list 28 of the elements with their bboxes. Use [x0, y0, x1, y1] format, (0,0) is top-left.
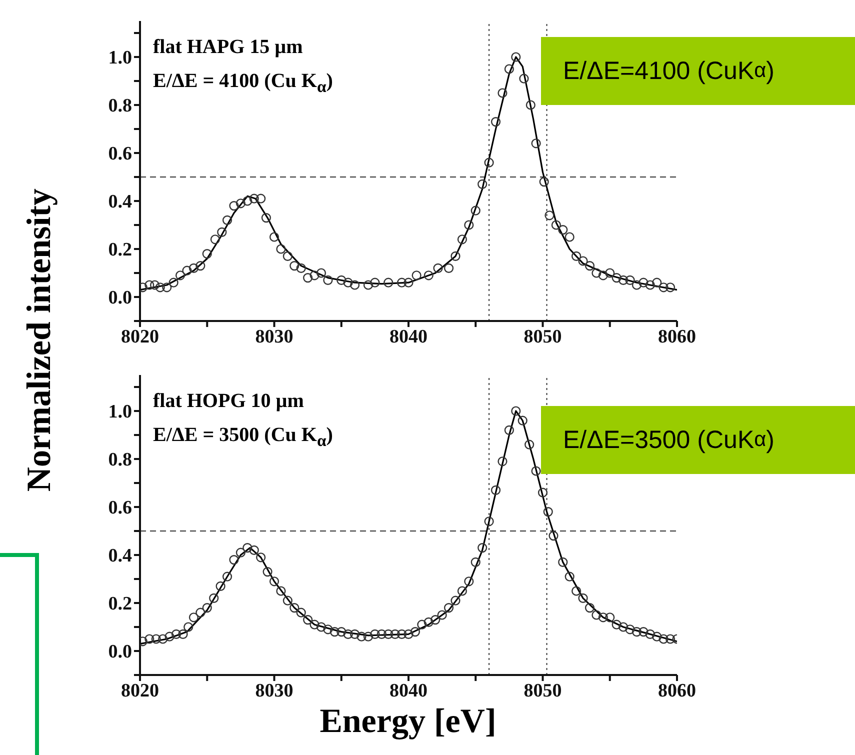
- x-tick-label: 8050: [524, 680, 562, 702]
- y-tick-label: 0.6: [108, 498, 132, 519]
- y-tick-label: 0.8: [108, 96, 132, 117]
- y-tick-label: 0.2: [108, 594, 132, 615]
- x-tick-label: 8060: [658, 326, 696, 348]
- y-tick-label: 0.4: [108, 192, 132, 213]
- y-tick-label: 0.8: [108, 450, 132, 471]
- x-tick-label: 8020: [121, 326, 159, 348]
- x-tick-label: 8060: [658, 680, 696, 702]
- x-tick-label: 8030: [255, 326, 294, 348]
- x-tick-label: 8030: [255, 680, 294, 702]
- y-tick-label: 0.0: [108, 288, 132, 309]
- x-tick-label: 8040: [390, 326, 428, 348]
- y-axis-title: Normalized intensity: [21, 188, 59, 492]
- x-tick-label: 8040: [390, 680, 428, 702]
- annotation: flat HOPG 10 µm: [153, 390, 304, 413]
- y-tick-label: 1.0: [108, 48, 132, 69]
- y-tick-label: 0.6: [108, 144, 132, 165]
- annotation: E/ΔE = 3500 (Cu K$_{α}$): [153, 424, 333, 451]
- y-tick-label: 1.0: [108, 402, 132, 423]
- y-tick-label: 0.4: [108, 546, 132, 567]
- x-tick-label: 8020: [121, 680, 159, 702]
- y-tick-label: 0.0: [108, 642, 132, 663]
- annotation: E/ΔE = 4100 (Cu K$_{α}$): [153, 70, 333, 97]
- y-tick-label: 0.2: [108, 240, 132, 261]
- annotation: flat HAPG 15 µm: [153, 36, 303, 59]
- x-tick-label: 8050: [524, 326, 562, 348]
- x-axis-title: Energy [eV]: [320, 702, 496, 742]
